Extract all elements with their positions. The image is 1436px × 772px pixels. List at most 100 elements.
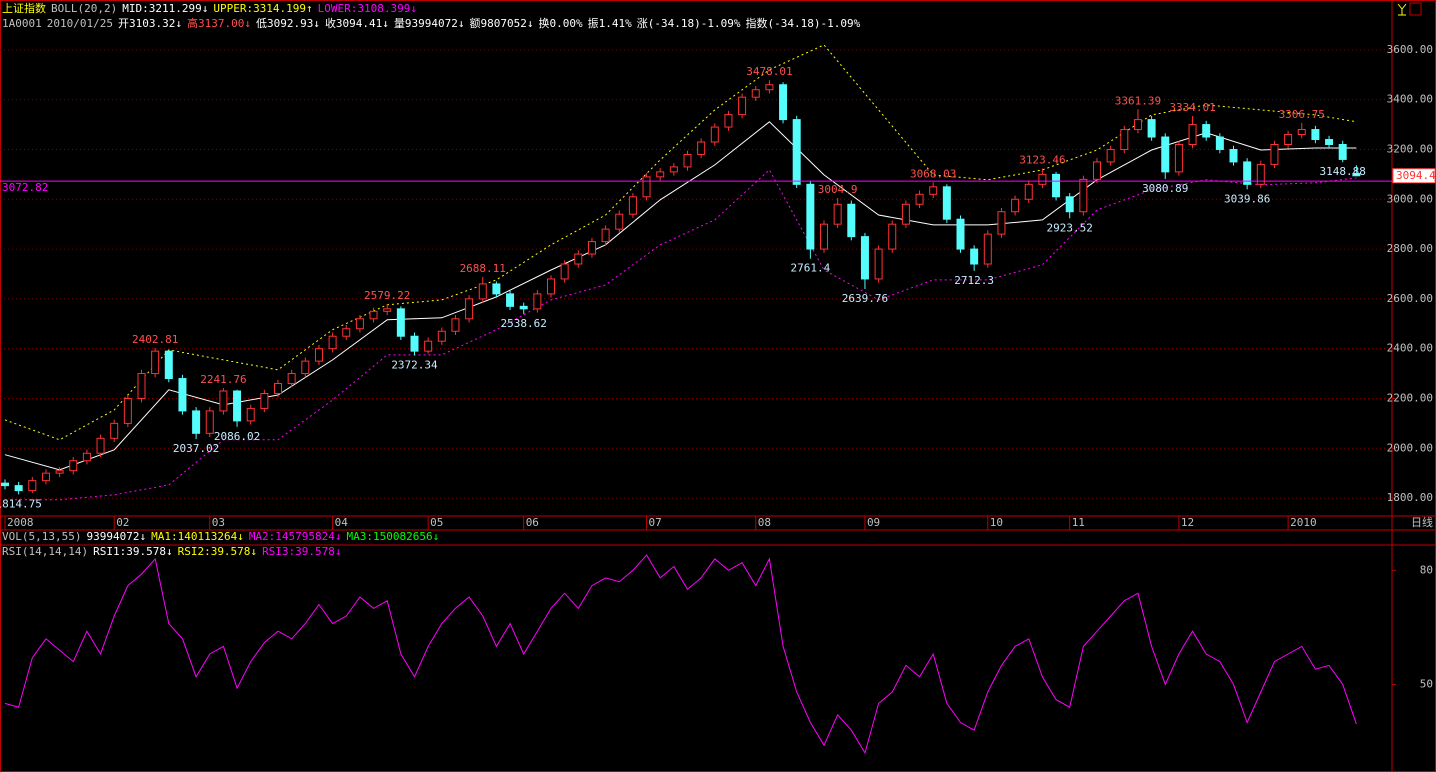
y-tick-label: 3000.00 bbox=[1387, 192, 1433, 205]
candle-body bbox=[915, 193, 924, 205]
high-label: 3478.01 bbox=[746, 65, 792, 78]
high-label: 2241.76 bbox=[200, 373, 246, 386]
candle-body bbox=[1297, 129, 1306, 136]
y-tick-label: 2800.00 bbox=[1387, 242, 1433, 255]
y-tick-label: 2000.00 bbox=[1387, 441, 1433, 454]
candle-body bbox=[1188, 124, 1197, 145]
info-text: 1A0001 bbox=[2, 17, 42, 30]
high-label: 3334.01 bbox=[1169, 101, 1215, 114]
info-text: 量93994072↓ bbox=[394, 17, 465, 30]
x-tick-label: 12 bbox=[1181, 516, 1194, 529]
x-tick-label: 09 bbox=[867, 516, 880, 529]
info-text: 指数(-34.18)-1.09% bbox=[745, 16, 860, 30]
candle-body bbox=[970, 248, 979, 265]
candle-body bbox=[41, 472, 50, 482]
candle-body bbox=[956, 218, 965, 250]
info-text: 振1.41% bbox=[588, 16, 632, 30]
info-text: MA2:145795824↓ bbox=[249, 530, 342, 543]
low-label: 3080.89 bbox=[1142, 182, 1188, 195]
candle-body bbox=[1120, 129, 1129, 150]
candle-body bbox=[1256, 163, 1265, 185]
candle-body bbox=[1338, 143, 1347, 160]
info-text: MA1:140113264↓ bbox=[151, 530, 244, 543]
candle-body bbox=[533, 293, 542, 310]
candle-body bbox=[806, 183, 815, 250]
candle-body bbox=[1325, 139, 1334, 145]
candle-body bbox=[560, 263, 569, 280]
info-text: 2010/01/25 bbox=[47, 17, 113, 30]
candle-body bbox=[710, 126, 719, 143]
x-tick-label: 10 bbox=[990, 516, 1003, 529]
low-label: 2372.34 bbox=[391, 359, 438, 372]
info-text: 涨(-34.18)-1.09% bbox=[637, 17, 741, 30]
candle-body bbox=[383, 308, 392, 312]
candle-body bbox=[260, 392, 269, 409]
candle-body bbox=[656, 171, 665, 178]
candle-body bbox=[178, 378, 187, 412]
info-text: 93994072↓ bbox=[86, 530, 146, 543]
candle-body bbox=[779, 84, 788, 121]
candle-body bbox=[1133, 119, 1142, 131]
high-label: 3306.75 bbox=[1279, 108, 1325, 121]
candle-body bbox=[1038, 173, 1047, 185]
candle-body bbox=[506, 293, 515, 307]
candle-body bbox=[328, 335, 337, 350]
candle-body bbox=[1147, 119, 1156, 138]
x-tick-label: 07 bbox=[649, 516, 662, 529]
candle-body bbox=[478, 283, 487, 300]
candle-body bbox=[137, 373, 146, 399]
candle-body bbox=[192, 410, 201, 434]
toolbar-icon[interactable] bbox=[1397, 3, 1407, 16]
low-label: 2923.52 bbox=[1047, 221, 1093, 234]
high-label: 3361.39 bbox=[1115, 94, 1161, 107]
low-label: 1814.75 bbox=[0, 497, 42, 510]
info-text: BOLL(20,2) bbox=[51, 2, 117, 15]
y-tick-label: 3400.00 bbox=[1387, 93, 1433, 106]
candle-body bbox=[28, 480, 37, 492]
candle-body bbox=[1270, 143, 1279, 165]
candle-body bbox=[55, 470, 64, 474]
info-text: LOWER:3108.399↓ bbox=[318, 2, 417, 15]
high-label: 2688.11 bbox=[460, 262, 506, 275]
candle-body bbox=[314, 348, 323, 362]
info-text: RSI2:39.578↓ bbox=[178, 545, 257, 558]
info-text: RSI1:39.578↓ bbox=[93, 545, 172, 558]
candle-body bbox=[847, 203, 856, 238]
candle-body bbox=[901, 203, 910, 225]
x-tick-label: 06 bbox=[526, 516, 539, 529]
boll-line bbox=[4, 44, 1357, 441]
candle-body bbox=[983, 233, 992, 265]
y-tick-label: 2400.00 bbox=[1387, 342, 1433, 355]
x-tick-label: 03 bbox=[212, 516, 225, 529]
candle-body bbox=[642, 176, 651, 198]
candle-body bbox=[792, 119, 801, 185]
info-text: RSI3:39.578↓ bbox=[262, 545, 341, 558]
candle-body bbox=[14, 485, 23, 492]
candle-body bbox=[1215, 136, 1224, 150]
high-label: 3123.46 bbox=[1019, 154, 1065, 167]
candle-body bbox=[1106, 148, 1115, 163]
window-button[interactable] bbox=[1409, 2, 1422, 16]
candle-body bbox=[96, 437, 105, 454]
y-tick-label: 1800.00 bbox=[1387, 491, 1433, 504]
last-price-box bbox=[1392, 168, 1436, 184]
info-text: 收3094.41↓ bbox=[325, 16, 389, 30]
candle-body bbox=[219, 390, 228, 412]
candle-body bbox=[628, 196, 637, 215]
candle-body bbox=[233, 390, 242, 422]
x-tick-label: 08 bbox=[758, 516, 771, 529]
rsi-line bbox=[4, 554, 1357, 755]
candle-body bbox=[451, 318, 460, 332]
info-text: 低3092.93↓ bbox=[256, 17, 320, 30]
low-label: 2086.02 bbox=[214, 430, 260, 443]
candle-body bbox=[151, 350, 160, 375]
candle-body bbox=[1174, 143, 1183, 173]
y-tick-label: 3600.00 bbox=[1387, 43, 1433, 56]
candle-body bbox=[547, 278, 555, 295]
x-tick-label: 2010 bbox=[1290, 516, 1317, 529]
high-label: 3068.03 bbox=[910, 167, 956, 180]
candle-body bbox=[369, 310, 378, 320]
candle-body bbox=[274, 383, 282, 394]
candle-body bbox=[1161, 136, 1170, 173]
